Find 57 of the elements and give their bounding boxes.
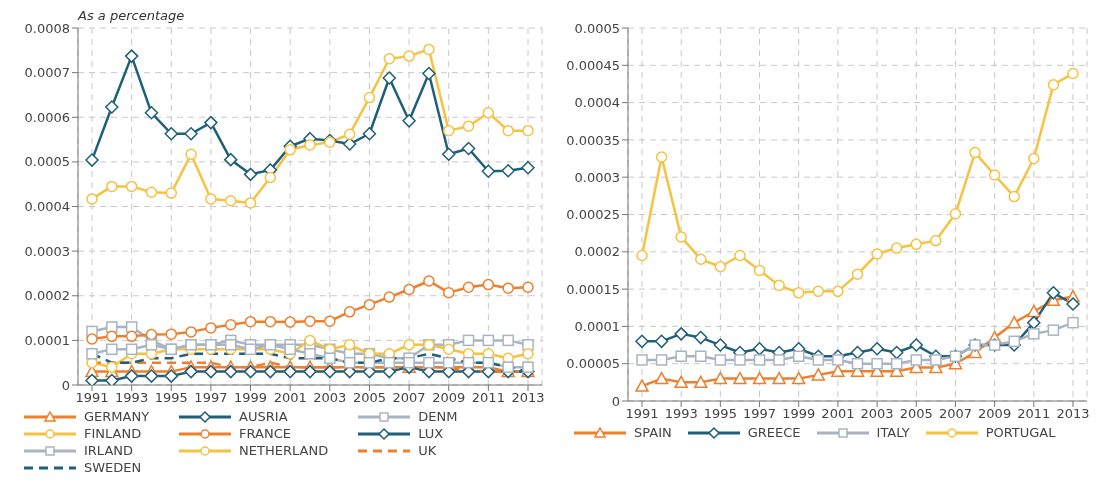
x-tick-label: 2011 <box>471 390 505 406</box>
x-tick-label: 2001 <box>273 390 307 406</box>
y-tick-label: 0 <box>611 393 620 409</box>
legend-label: AUSRIA <box>239 409 288 424</box>
legend-label: SPAIN <box>634 425 672 440</box>
y-tick-label: 0.0005 <box>24 154 70 170</box>
chart-subtitle: As a percentage <box>78 8 185 23</box>
legend-label: GREECE <box>747 425 801 440</box>
x-tick-label: 2013 <box>1056 406 1090 422</box>
x-tick-label: 1991 <box>75 390 109 406</box>
x-tick-label: 1993 <box>664 406 698 422</box>
y-tick-label: 0.00045 <box>566 57 620 73</box>
legend-label: LUX <box>418 426 444 441</box>
y-tick-label: 0.00015 <box>566 281 620 297</box>
legend-label: FRANCE <box>239 426 292 441</box>
legend-label: SWEDEN <box>84 460 142 475</box>
x-tick-label: 1999 <box>782 406 816 422</box>
x-tick-label: 1999 <box>234 390 268 406</box>
y-tick-label: 0 <box>61 377 70 393</box>
y-tick-label: 0.00035 <box>566 132 620 148</box>
x-tick-label: 2005 <box>352 390 386 406</box>
y-tick-label: 0.0002 <box>574 244 620 260</box>
legend-label: DENM <box>418 409 458 424</box>
x-tick-label: 1997 <box>194 390 228 406</box>
legend-label: FINLAND <box>84 426 142 441</box>
y-tick-label: 0.00005 <box>566 356 620 372</box>
x-tick-label: 2005 <box>899 406 933 422</box>
legend-label: IRLAND <box>84 443 134 458</box>
legend-label: UK <box>418 443 437 458</box>
x-tick-label: 2009 <box>432 390 466 406</box>
x-tick-label: 1993 <box>115 390 149 406</box>
x-tick-label: 2003 <box>860 406 894 422</box>
legend-label: NETHERLAND <box>239 443 329 458</box>
y-tick-label: 0.0003 <box>574 169 620 185</box>
y-tick-label: 0.0004 <box>574 95 620 111</box>
y-tick-label: 0.0003 <box>24 243 70 259</box>
x-tick-label: 2011 <box>1017 406 1051 422</box>
x-tick-label: 2007 <box>392 390 426 406</box>
y-tick-label: 0.0001 <box>24 332 70 348</box>
y-tick-label: 0.0001 <box>574 319 620 335</box>
x-tick-label: 1995 <box>154 390 188 406</box>
x-tick-label: 2001 <box>821 406 855 422</box>
y-tick-label: 0.00025 <box>566 207 620 223</box>
legend-label: PORTUGAL <box>985 425 1056 440</box>
x-tick-label: 1995 <box>703 406 737 422</box>
y-tick-label: 0.0002 <box>24 288 70 304</box>
x-tick-label: 1997 <box>743 406 777 422</box>
y-tick-label: 0.0006 <box>24 109 70 125</box>
x-tick-label: 1991 <box>625 406 659 422</box>
legend-label: ITALY <box>876 425 910 440</box>
x-tick-label: 2009 <box>978 406 1012 422</box>
y-tick-label: 0.0004 <box>24 199 70 215</box>
y-tick-label: 0.0007 <box>24 65 70 81</box>
x-tick-label: 2003 <box>313 390 347 406</box>
x-tick-label: 2013 <box>511 390 545 406</box>
x-tick-label: 2007 <box>938 406 972 422</box>
legend-label: GERMANY <box>84 409 150 424</box>
